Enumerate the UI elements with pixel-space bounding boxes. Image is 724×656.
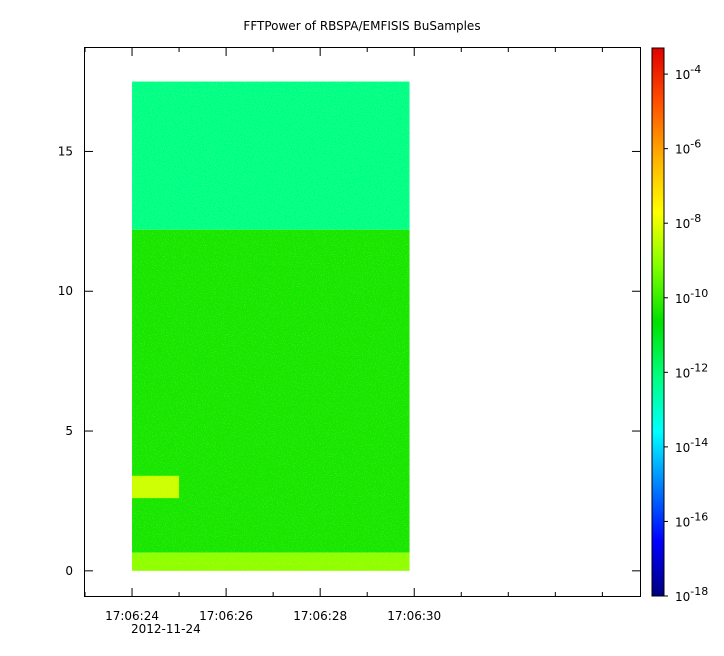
date-label: 2012-11-24 [131, 622, 201, 636]
chart-title: FFTPower of RBSPA/EMFISIS BuSamples [243, 19, 480, 33]
x-tick-label: 17:06:24 [105, 609, 159, 623]
x-axis: 17:06:24 17:06:26 17:06:28 17:06:30 [84, 48, 603, 623]
colorbar-frame [651, 47, 665, 597]
y-tick-label: 15 [58, 144, 73, 158]
colorbar-tick-label: 10-8 [675, 212, 701, 231]
y-tick-label: 5 [65, 424, 73, 438]
colorbar-tick-label: 10-10 [675, 287, 708, 306]
colorbar-tick-label: 10-4 [675, 63, 701, 82]
y-tick-label: 10 [58, 284, 73, 298]
colorbar-tick-label: 10-18 [675, 585, 708, 604]
colorbar-tick-label: 10-16 [675, 510, 708, 529]
colorbar-tick-label: 10-12 [675, 361, 708, 380]
heatmap-noise-texture [132, 81, 410, 571]
x-tick-label: 17:06:30 [387, 609, 441, 623]
heatmap-image [132, 81, 410, 571]
y-tick-label: 0 [65, 564, 73, 578]
colorbar-gradient [652, 48, 664, 596]
x-tick-label: 17:06:26 [199, 609, 253, 623]
colorbar: 10-4 10-6 10-8 10-10 10-12 10-14 10-16 10-18 [651, 47, 708, 604]
colorbar-tick-label: 10-14 [675, 436, 708, 455]
y-axis: 0 5 10 15 [58, 144, 640, 578]
colorbar-ticks: 10-4 10-6 10-8 10-10 10-12 10-14 10-16 10-18 [664, 63, 708, 604]
colorbar-tick-label: 10-6 [675, 138, 701, 157]
plot-area: 17:06:24 17:06:26 17:06:28 17:06:30 0 5 10 15 [58, 47, 641, 623]
x-tick-label: 17:06:28 [293, 609, 347, 623]
